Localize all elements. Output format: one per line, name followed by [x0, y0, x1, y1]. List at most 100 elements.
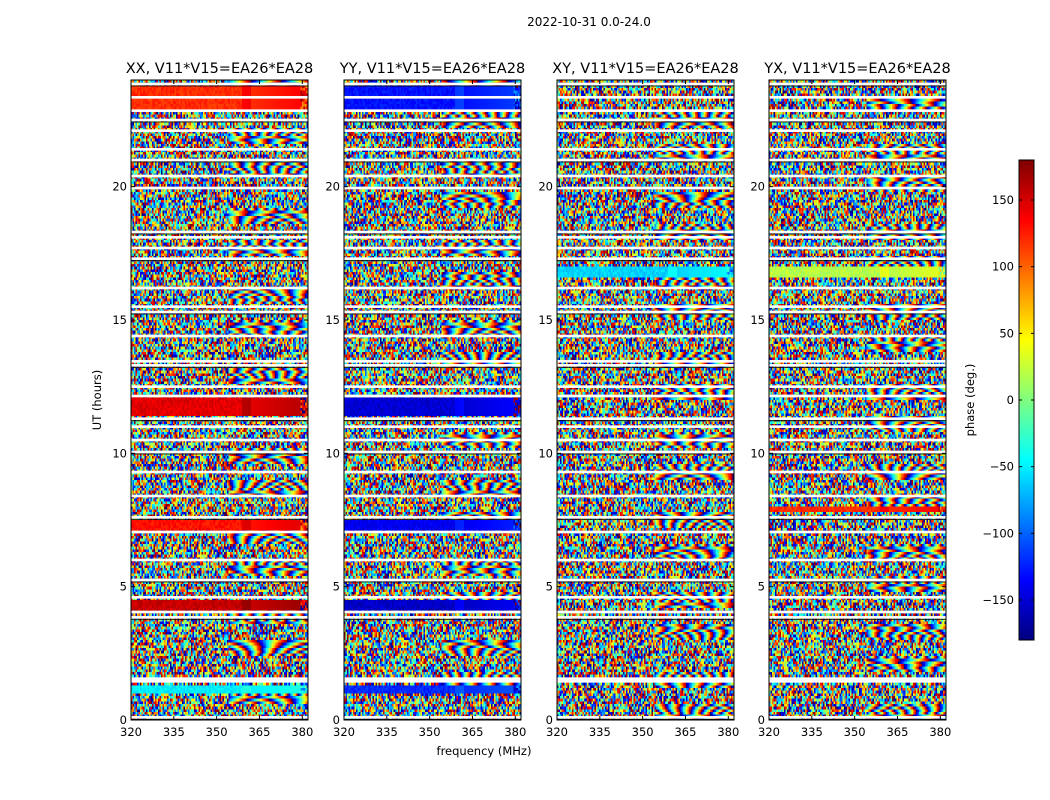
gap-line — [557, 385, 734, 388]
gap-line — [131, 558, 308, 562]
gap-line — [769, 129, 946, 132]
gap-line — [769, 118, 946, 122]
gap-line — [769, 305, 946, 308]
gap-line — [557, 417, 734, 420]
gap-line — [344, 257, 521, 260]
x-tick-label: 335 — [376, 725, 398, 739]
colorbar-tick-label: 100 — [992, 260, 1014, 274]
gap-line — [769, 82, 946, 86]
gap-line — [557, 174, 734, 178]
gap-line — [557, 118, 734, 122]
panel-title: XY, V11*V15=EA26*EA28 — [552, 61, 738, 77]
x-tick-label: 320 — [120, 725, 142, 739]
gap-line — [344, 360, 521, 363]
gap-line — [344, 680, 521, 683]
gap-line — [131, 310, 308, 314]
gap-line — [769, 494, 946, 498]
y-tick-label: 15 — [112, 313, 127, 327]
gap-line — [131, 616, 308, 619]
gap-line — [557, 596, 734, 599]
y-tick-label: 15 — [750, 313, 765, 327]
gap-line — [769, 516, 946, 519]
gap-line — [344, 148, 521, 151]
gap-line — [769, 334, 946, 338]
gap-line — [131, 129, 308, 132]
gap-line — [131, 109, 308, 112]
gap-line — [344, 334, 521, 338]
gap-line — [344, 438, 521, 442]
colorbar: −150 −100 −50 0 50 100 150 — [982, 159, 1035, 641]
gap-line — [131, 385, 308, 388]
gap-line — [344, 596, 521, 599]
gap-line — [131, 148, 308, 151]
gap-line — [344, 96, 521, 99]
gap-line — [769, 148, 946, 151]
gap-line — [769, 230, 946, 234]
x-tick-label: 365 — [674, 725, 696, 739]
gap-line — [131, 677, 308, 680]
gap-line — [769, 174, 946, 178]
gap-line — [131, 118, 308, 122]
gap-line — [344, 516, 521, 519]
gap-line — [131, 425, 308, 428]
gap-line — [557, 148, 734, 151]
gap-line — [344, 246, 521, 250]
gap-line — [344, 310, 521, 314]
gap-line — [769, 450, 946, 454]
gap-line — [557, 530, 734, 534]
gap-line — [131, 360, 308, 363]
gap-line — [769, 558, 946, 562]
gap-line — [131, 610, 308, 614]
gap-line — [131, 438, 308, 442]
y-tick-label: 10 — [325, 446, 340, 460]
gap-line — [557, 334, 734, 338]
phase-heatmap — [557, 80, 734, 720]
gap-line — [557, 158, 734, 162]
x-tick-label: 350 — [632, 725, 654, 739]
gap-line — [344, 425, 521, 428]
x-tick-label: 365 — [248, 725, 270, 739]
gap-line — [769, 246, 946, 250]
gap-line — [131, 716, 308, 719]
gap-line — [131, 174, 308, 178]
gap-line — [131, 236, 308, 239]
gap-line — [131, 82, 308, 86]
gap-line — [769, 438, 946, 442]
panel-frame — [768, 79, 947, 721]
gap-line — [557, 677, 734, 680]
gap-line — [769, 360, 946, 363]
gap-line — [769, 596, 946, 599]
y-tick-label: 5 — [758, 580, 765, 594]
gap-line — [344, 364, 521, 367]
panel-4: YX, V11*V15=EA26*EA28 320 335 350 365 380 0 5 10… — [750, 61, 951, 739]
gap-line — [769, 257, 946, 260]
gap-line — [769, 364, 946, 367]
gap-line — [131, 158, 308, 162]
gap-line — [557, 394, 734, 398]
colorbar-tick-label: 50 — [999, 326, 1014, 340]
y-tick-label: 15 — [325, 313, 340, 327]
gap-line — [131, 230, 308, 234]
panel-title: YX, V11*V15=EA26*EA28 — [763, 61, 950, 77]
panel-title: XX, V11*V15=EA26*EA28 — [126, 61, 314, 77]
panel-frame — [130, 79, 309, 721]
gap-line — [557, 230, 734, 234]
gap-line — [131, 417, 308, 420]
gap-line — [131, 578, 308, 582]
y-tick-label: 0 — [120, 713, 127, 727]
gap-line — [557, 425, 734, 428]
gap-line — [557, 129, 734, 132]
x-tick-label: 335 — [589, 725, 611, 739]
gap-line — [344, 230, 521, 234]
gap-line — [344, 494, 521, 498]
phase-heatmap — [131, 80, 308, 720]
x-tick-label: 320 — [333, 725, 355, 739]
gap-line — [344, 530, 521, 534]
y-tick-label: 0 — [333, 713, 340, 727]
x-axis-label: frequency (MHz) — [437, 744, 532, 758]
gap-line — [557, 246, 734, 250]
gap-line — [557, 82, 734, 86]
y-tick-label: 0 — [546, 713, 553, 727]
gap-line — [769, 158, 946, 162]
gap-line — [344, 616, 521, 619]
